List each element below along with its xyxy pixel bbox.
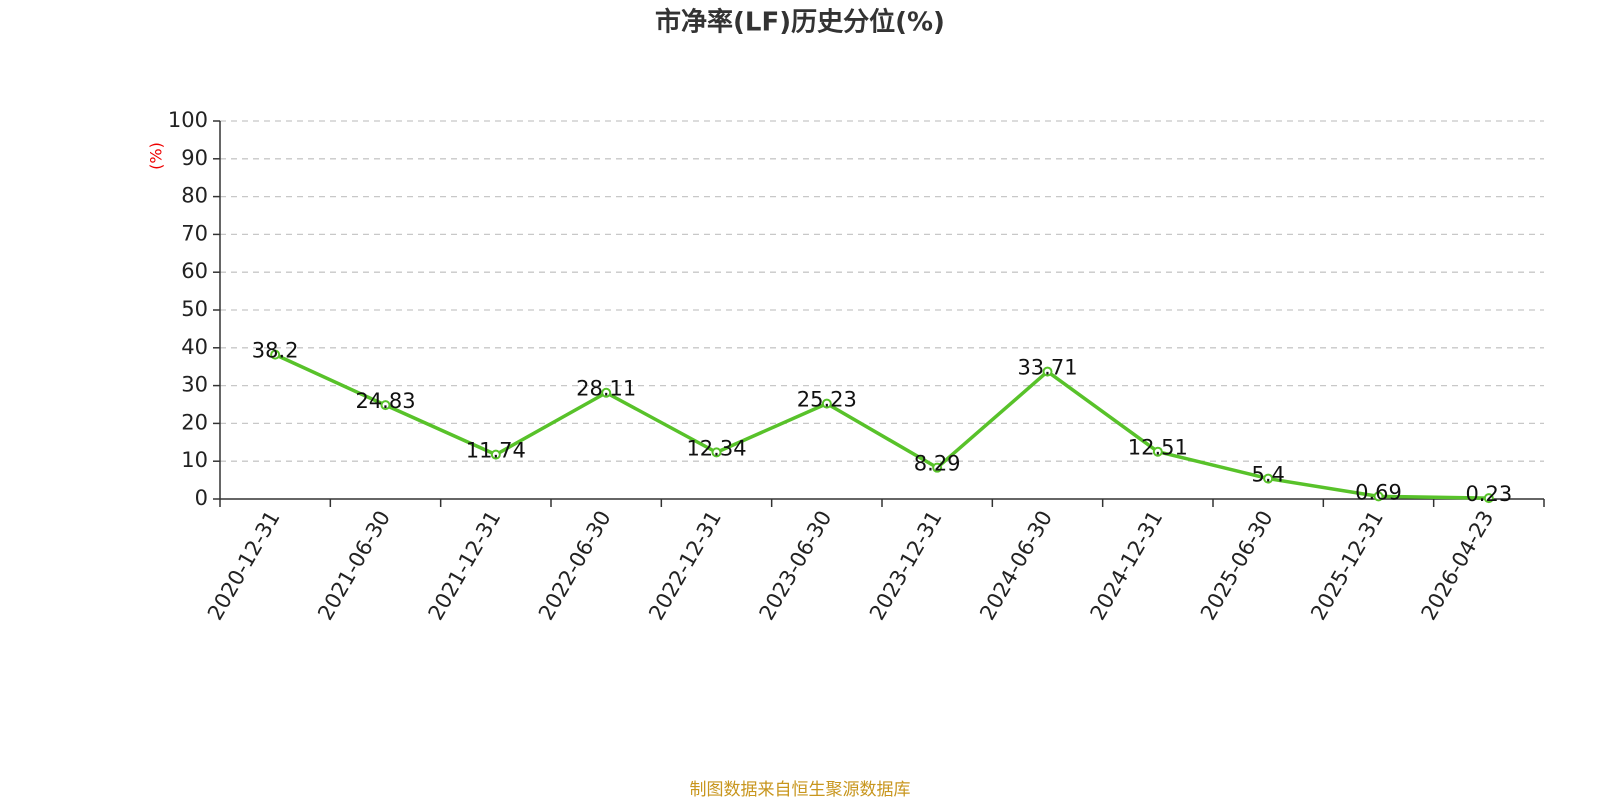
point xyxy=(1152,446,1163,457)
point xyxy=(1373,491,1384,502)
y-tick-label: 70 xyxy=(181,221,208,245)
line-series xyxy=(274,353,1489,500)
x-tick-label: 2025-12-31 xyxy=(1306,507,1388,625)
data-label: 28.11 xyxy=(576,377,636,401)
y-tick-label: 90 xyxy=(181,146,208,170)
y-tick-label: 60 xyxy=(181,259,208,283)
x-tick-label: 2021-12-31 xyxy=(424,507,506,625)
x-tick-label: 2023-12-31 xyxy=(865,507,947,625)
data-label: 11.74 xyxy=(466,439,526,463)
point xyxy=(270,349,281,360)
point xyxy=(821,398,832,409)
data-label: 12.34 xyxy=(686,436,746,460)
point xyxy=(380,400,391,411)
x-tick-label: 2024-12-31 xyxy=(1086,507,1168,625)
data-label: 25.23 xyxy=(797,388,857,412)
chart-title: 市净率(LF)历史分位(%) xyxy=(655,7,945,38)
data-label: 8.29 xyxy=(914,452,961,476)
y-tick-label: 100 xyxy=(168,108,208,132)
data-label: 38.2 xyxy=(252,339,299,363)
x-tick-label: 2025-06-30 xyxy=(1196,507,1278,625)
y-axis-label: (%) xyxy=(147,142,166,170)
x-tick-label: 2021-06-30 xyxy=(313,507,395,625)
point xyxy=(490,449,501,460)
y-tick-label: 20 xyxy=(181,410,208,434)
data-label: 5.4 xyxy=(1251,463,1284,487)
point xyxy=(711,447,722,458)
x-tick-label: 2022-12-31 xyxy=(644,507,726,625)
data-label: 24.83 xyxy=(355,389,415,413)
y-tick-label: 10 xyxy=(181,448,208,472)
x-tick-label: 2023-06-30 xyxy=(755,507,837,625)
y-tick-label: 0 xyxy=(195,486,208,510)
data-label: 0.23 xyxy=(1465,482,1512,506)
x-tick-label: 2024-06-30 xyxy=(975,507,1057,625)
y-tick-label: 40 xyxy=(181,335,208,359)
data-label: 33.71 xyxy=(1017,356,1077,380)
x-tick-label: 2022-06-30 xyxy=(534,507,616,625)
y-tick-label: 50 xyxy=(181,297,208,321)
point xyxy=(601,387,612,398)
point xyxy=(1263,473,1274,484)
point xyxy=(932,462,943,473)
y-tick-label: 30 xyxy=(181,373,208,397)
x-tick-label: 2026-04-23 xyxy=(1417,507,1499,625)
y-tick-label: 80 xyxy=(181,184,208,208)
data-label: 0.69 xyxy=(1355,480,1402,504)
source-note: 制图数据来自恒生聚源数据库 xyxy=(690,780,911,800)
data-label: 12.51 xyxy=(1128,436,1188,460)
point xyxy=(1483,493,1494,504)
point xyxy=(1042,366,1053,377)
x-tick-label: 2020-12-31 xyxy=(203,507,285,625)
